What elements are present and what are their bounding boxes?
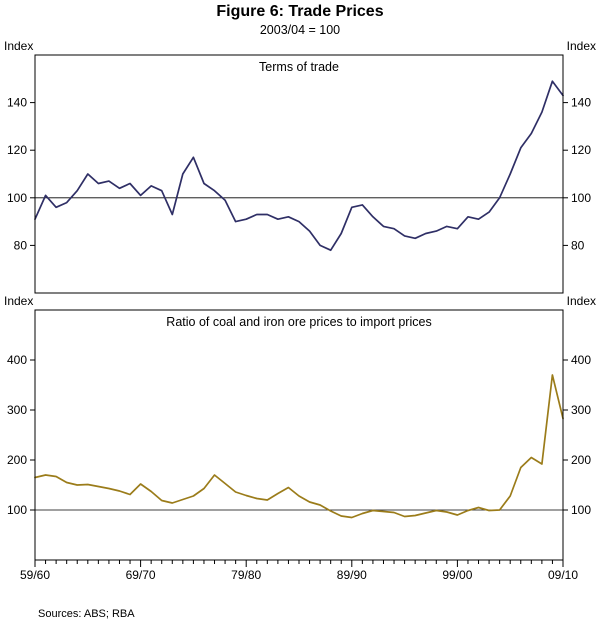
x-tick-label: 89/90 [337, 568, 367, 582]
y-tick-label-right: 100 [571, 191, 591, 205]
y-tick-label-left: 120 [7, 143, 27, 157]
axis-unit-label-right: Index [567, 294, 596, 308]
x-axis-ticks: 59/60 69/70 79/80 89/90 99/00 09/10 [20, 560, 578, 582]
axis-unit-label-right: Index [567, 39, 596, 53]
axis-unit-label-left: Index [4, 39, 33, 53]
y-tick-label-right: 140 [571, 96, 591, 110]
figure-title: Figure 6: Trade Prices [216, 3, 384, 20]
y-tick-label-left: 300 [7, 403, 27, 417]
x-tick-label: 79/80 [231, 568, 261, 582]
y-tick-label-right: 200 [571, 453, 591, 467]
y-tick-label-left: 100 [7, 191, 27, 205]
y-tick-label-left: 400 [7, 353, 27, 367]
x-tick-label: 09/10 [548, 568, 578, 582]
y-tick-label-right: 400 [571, 353, 591, 367]
panel-terms-of-trade: 80 80 100 100 120 120 140 140 Index Index Terms of… [4, 39, 596, 294]
y-tick-label-left: 200 [7, 453, 27, 467]
y-tick-label-right: 80 [571, 238, 585, 252]
axis-unit-label-left: Index [4, 294, 33, 308]
panel-coal-iron-ore-ratio: 100 100 200 200 300 300 400 400 Index Index Ratio … [4, 294, 596, 582]
panel-title: Ratio of coal and iron ore prices to imp… [166, 315, 431, 329]
figure-subtitle: 2003/04 = 100 [259, 23, 341, 37]
x-tick-label: 99/00 [442, 568, 472, 582]
series-line [34, 80, 564, 252]
y-tick-label-left: 80 [14, 238, 28, 252]
y-axis-ticks: 80 80 100 100 120 120 140 140 [7, 96, 591, 253]
y-tick-label-left: 100 [7, 503, 27, 517]
y-tick-label-right: 120 [571, 143, 591, 157]
panel-border [34, 309, 564, 561]
panel-border [34, 54, 564, 294]
series-line [34, 374, 564, 519]
sources-note: Sources: ABS; RBA [38, 608, 135, 620]
x-tick-label: 59/60 [20, 568, 50, 582]
y-tick-label-right: 100 [571, 503, 591, 517]
panel-title: Terms of trade [259, 60, 339, 74]
y-axis-ticks: 100 100 200 200 300 300 400 400 [7, 353, 591, 517]
x-tick-label: 69/70 [126, 568, 156, 582]
y-tick-label-left: 140 [7, 96, 27, 110]
y-tick-label-right: 300 [571, 403, 591, 417]
